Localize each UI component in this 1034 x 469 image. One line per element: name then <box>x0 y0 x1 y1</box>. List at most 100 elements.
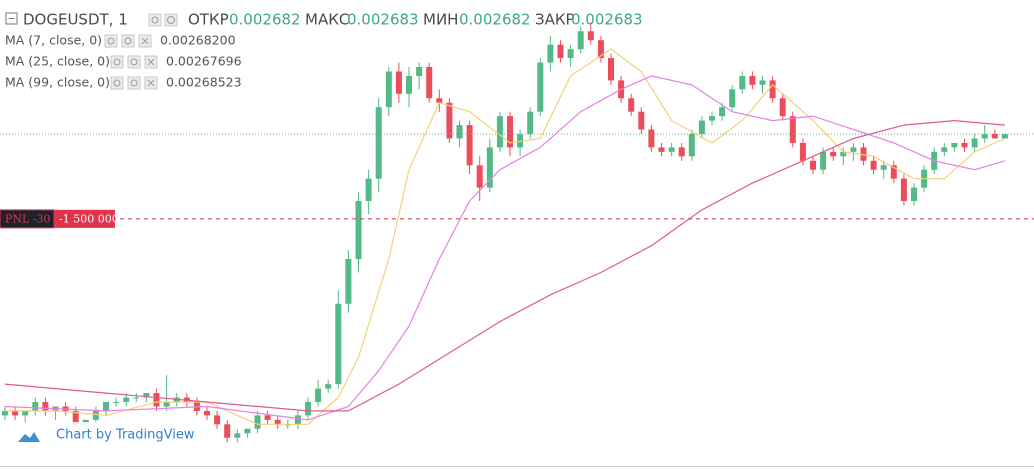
candle-body <box>991 134 998 139</box>
ohlc-value: 0.002683 <box>571 11 643 29</box>
settings-button[interactable] <box>127 55 141 69</box>
settings-icon <box>167 16 175 24</box>
candle-body <box>830 151 837 157</box>
candle-body <box>395 71 402 94</box>
candle-body <box>2 410 8 416</box>
position-quantity: -1 500 000 <box>59 212 119 225</box>
candle-body <box>608 58 614 81</box>
candle-body <box>416 67 423 76</box>
ma-name: MA (99, close, 0) <box>5 75 110 90</box>
candle-body <box>103 402 109 411</box>
candle-body <box>133 397 140 399</box>
candle-body <box>466 125 473 166</box>
candle-body <box>860 147 867 161</box>
tradingview-logo[interactable] <box>18 432 40 442</box>
ohlc-value: 0.002682 <box>229 11 301 29</box>
candle-body <box>214 415 221 425</box>
settings-icon <box>130 79 138 87</box>
candle-body <box>153 393 160 407</box>
position-quantity-box <box>54 209 115 228</box>
branding[interactable]: Chart by TradingView <box>56 428 195 443</box>
candle-body <box>224 424 231 438</box>
candle-body <box>719 107 726 117</box>
candle-body <box>325 384 332 389</box>
candle-body <box>365 178 372 201</box>
symbol: DOGEUSDT, 1 <box>23 11 128 29</box>
candle-body <box>850 147 857 152</box>
candle-body <box>274 419 281 425</box>
candle-body <box>567 49 574 59</box>
ma-line <box>4 75 1006 421</box>
candle-body <box>42 402 49 411</box>
candle-body <box>385 71 392 108</box>
candle-body <box>406 75 412 94</box>
ohlc-value: 0.002682 <box>459 11 531 29</box>
candle-body <box>254 415 261 429</box>
candle-body <box>163 402 170 407</box>
candle-body <box>890 165 897 179</box>
eye-icon <box>113 58 121 66</box>
candle-body <box>244 428 251 434</box>
eye-button[interactable] <box>148 13 162 27</box>
candle-body <box>951 142 958 148</box>
eye-button[interactable] <box>104 34 118 48</box>
symbol-buttons[interactable] <box>148 13 178 27</box>
ohlc-value: 0.002683 <box>347 11 419 29</box>
candle-body <box>486 147 493 188</box>
candle-body <box>113 402 120 403</box>
candle-body <box>426 67 433 99</box>
candle-body <box>769 80 776 99</box>
candle-body <box>123 397 130 402</box>
candle-body <box>143 393 150 398</box>
settings-button[interactable] <box>164 13 178 27</box>
candle-body <box>375 107 382 179</box>
ohlc-label: ОТКР <box>188 11 229 29</box>
candle-body <box>678 147 685 157</box>
ohlc-label: МАКС <box>305 11 349 29</box>
candle-body <box>981 134 988 139</box>
candle-body <box>628 98 635 112</box>
candle-body <box>971 138 978 148</box>
settings-button[interactable] <box>127 76 141 90</box>
eye-button[interactable] <box>110 76 124 90</box>
candle-body <box>668 147 675 152</box>
eye-icon <box>151 16 159 24</box>
ma-value: 0.00267696 <box>166 54 242 69</box>
candle-body <box>759 80 766 85</box>
candle-body <box>517 134 524 148</box>
ma-line <box>5 48 1006 425</box>
ma-line <box>4 119 1005 412</box>
candle-body <box>789 116 796 143</box>
eye-button[interactable] <box>110 55 124 69</box>
eye-icon <box>113 79 121 87</box>
candle-body <box>880 165 887 170</box>
candle-body <box>587 31 594 41</box>
candle-body <box>345 259 352 304</box>
candle-body <box>779 98 786 117</box>
candle-body <box>315 388 322 402</box>
settings-button[interactable] <box>121 34 135 48</box>
candle-body <box>870 160 877 170</box>
candle-body <box>446 102 453 139</box>
remove-icon <box>147 58 155 66</box>
candle-body <box>749 75 756 85</box>
candle-body <box>456 125 463 139</box>
candle-body <box>810 160 816 170</box>
candle-body <box>729 89 736 108</box>
branding-bg <box>10 422 196 448</box>
candle-body <box>961 142 968 148</box>
candle-body <box>911 187 917 201</box>
candle-body <box>1001 134 1008 139</box>
plot-area <box>2 22 1008 443</box>
candle-body <box>658 147 665 152</box>
settings-icon <box>130 58 138 66</box>
candle-body <box>72 410 79 425</box>
candle-body <box>840 151 847 157</box>
candle-body <box>537 62 544 112</box>
candle-body <box>709 116 715 121</box>
candle-body <box>496 116 503 148</box>
position-label: PNL -30 <box>5 212 51 225</box>
remove-icon <box>141 37 149 45</box>
